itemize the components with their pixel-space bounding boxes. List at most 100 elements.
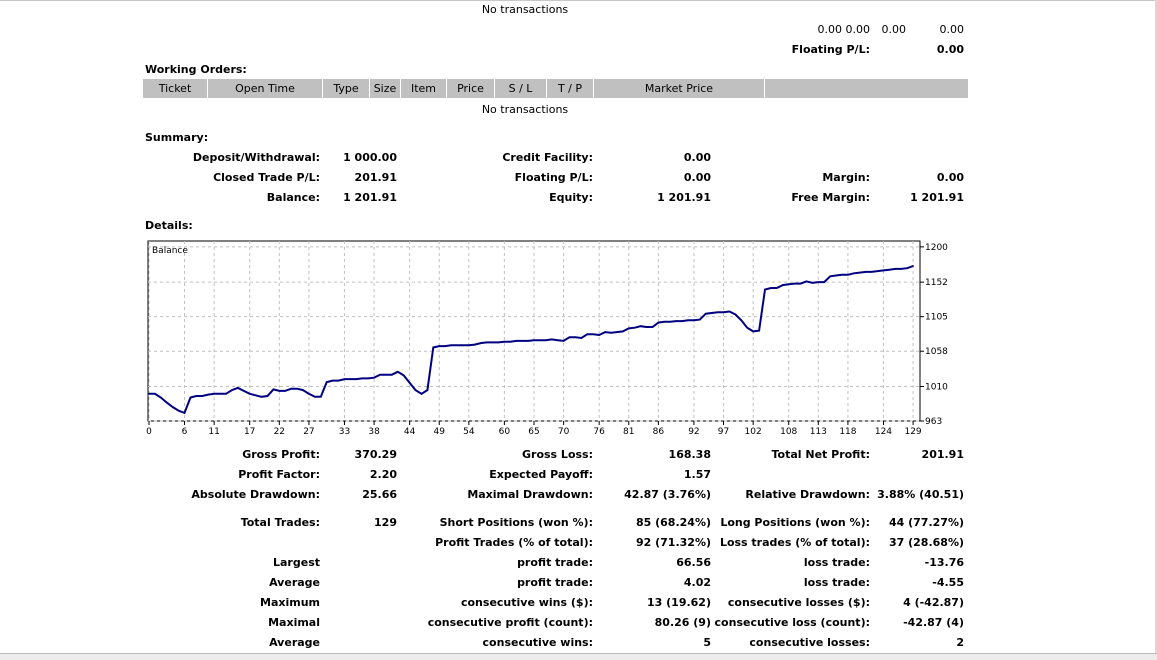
- relative-drawdown-value: 3.88% (40.51): [877, 488, 964, 501]
- balance-point: [302, 389, 304, 391]
- balance-point: [740, 319, 743, 322]
- working-orders-header: Ticket Open Time Type Size Item Price S …: [143, 79, 968, 98]
- col-size[interactable]: Size: [370, 79, 401, 98]
- short-positions-value: 85 (68.24%): [635, 516, 711, 529]
- balance-point: [829, 275, 831, 278]
- balance-point: [894, 268, 897, 270]
- x-tick-label: 76: [593, 427, 605, 436]
- gross-loss-label: Gross Loss:: [522, 448, 593, 461]
- balance-point: [758, 329, 760, 332]
- balance-point: [189, 396, 192, 399]
- balance-chart: Balance 0 6 11 17 22 27 33 38 44 49 54 60 65 70 76 81 86…: [146, 240, 948, 436]
- balance-point: [556, 339, 559, 341]
- balance-point: [337, 379, 340, 382]
- x-tick-label: 70: [558, 427, 570, 436]
- balance-point: [290, 387, 292, 390]
- balance-point: [361, 377, 364, 380]
- balance-point: [195, 395, 198, 397]
- balance-point: [728, 310, 731, 313]
- absolute-drawdown-label: Absolute Drawdown:: [191, 488, 320, 501]
- balance-point: [266, 395, 269, 397]
- balance-point: [296, 387, 298, 390]
- balance-point: [841, 273, 843, 276]
- balance-point: [592, 333, 595, 336]
- avg-consecutive-wins-value: 5: [703, 636, 711, 649]
- col-empty[interactable]: [765, 79, 968, 98]
- col-ticket[interactable]: Ticket: [143, 79, 208, 98]
- x-tick-label: 11: [208, 427, 219, 436]
- balance-point: [651, 326, 654, 328]
- balance-point: [272, 388, 275, 391]
- x-tick-label: 81: [623, 427, 634, 436]
- balance-point: [349, 378, 352, 380]
- col-market-price[interactable]: Market Price: [594, 79, 765, 98]
- x-tick-label: 54: [463, 427, 475, 436]
- balance-point: [237, 387, 239, 389]
- balance-point: [284, 390, 287, 392]
- balance-point: [787, 283, 790, 286]
- short-positions-label: Short Positions (won %):: [439, 516, 593, 529]
- col-open-time[interactable]: Open Time: [208, 79, 323, 98]
- balance-point: [805, 280, 808, 283]
- balance-point: [853, 272, 855, 275]
- maximal-consecutive-profit-value: 80.26 (9): [654, 616, 711, 629]
- total-value-2: 0.00: [845, 23, 871, 36]
- balance-point: [693, 319, 695, 322]
- balance-point: [432, 346, 435, 349]
- col-item[interactable]: Item: [401, 79, 447, 98]
- deposit-label: Deposit/Withdrawal:: [192, 151, 320, 164]
- balance-point: [444, 345, 446, 347]
- avg-consecutive-wins-label: consecutive wins:: [482, 636, 593, 649]
- right-border: [1155, 0, 1157, 659]
- balance-point: [213, 393, 215, 395]
- closed-pl-label: Closed Trade P/L:: [213, 171, 320, 184]
- total-net-label: Total Net Profit:: [771, 448, 871, 461]
- x-tick-label: 0: [146, 427, 152, 436]
- y-tick-label: 1200: [925, 243, 948, 253]
- balance-point: [308, 393, 310, 395]
- maximal-drawdown-value: 42.87 (3.76%): [624, 488, 711, 501]
- balance-point: [823, 281, 826, 283]
- equity-value: 1 201.91: [657, 191, 711, 204]
- totals-floating-label: Floating P/L:: [791, 43, 870, 56]
- balance-point: [355, 378, 358, 380]
- x-tick-label: 113: [810, 427, 827, 436]
- average-consecutive-label: Average: [269, 636, 320, 649]
- col-type[interactable]: Type: [323, 79, 370, 98]
- x-tick-label: 124: [875, 427, 892, 436]
- profit-factor-value: 2.20: [369, 468, 397, 481]
- col-price[interactable]: Price: [447, 79, 495, 98]
- col-sl[interactable]: S / L: [495, 79, 547, 98]
- balance-point: [503, 340, 506, 343]
- balance-point: [781, 284, 784, 286]
- balance-point: [479, 342, 482, 344]
- average-loss-label: loss trade:: [803, 576, 870, 589]
- col-tp[interactable]: T / P: [547, 79, 594, 98]
- balance-point: [515, 340, 518, 342]
- total-value-4: 0.00: [939, 23, 965, 36]
- balance-point: [681, 320, 683, 322]
- balance-point: [242, 390, 245, 392]
- balance-point: [669, 321, 672, 323]
- balance-point: [408, 381, 411, 384]
- balance-point: [900, 268, 903, 270]
- expected-payoff-label: Expected Payoff:: [489, 468, 593, 481]
- loss-trades-value: 37 (28.68%): [888, 536, 964, 549]
- max-consecutive-losses-value: 4 (-42.87): [903, 596, 964, 609]
- balance-point: [835, 274, 837, 277]
- balance-point: [154, 393, 156, 395]
- maximal-consecutive-profit-label: consecutive profit (count):: [427, 616, 593, 629]
- x-tick-label: 33: [339, 427, 350, 436]
- balance-point: [858, 271, 861, 274]
- balance-point: [888, 268, 891, 271]
- totals-floating-value: 0.00: [936, 43, 964, 56]
- x-tick-label: 108: [780, 427, 797, 436]
- balance-point: [817, 281, 820, 283]
- balance-point: [847, 273, 849, 276]
- balance-point: [710, 312, 713, 314]
- balance-point: [752, 330, 754, 333]
- equity-label: Equity:: [549, 191, 593, 204]
- balance-label: Balance:: [266, 191, 320, 204]
- balance-point: [699, 318, 701, 321]
- horizontal-scrollbar[interactable]: [0, 653, 1157, 660]
